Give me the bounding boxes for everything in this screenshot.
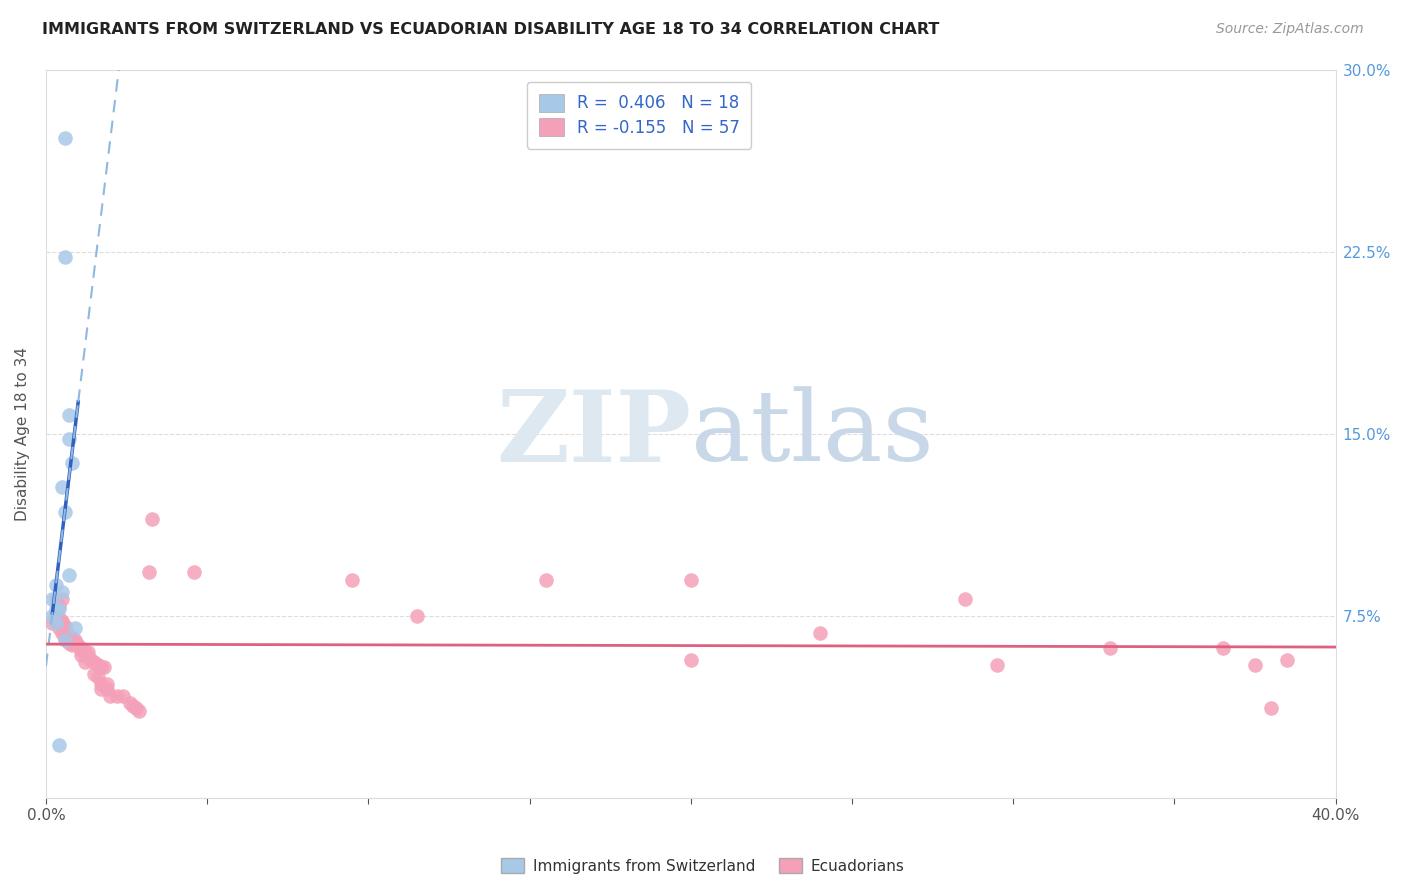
Point: [60, 633, 83, 648]
Y-axis label: Disability Age 18 to 34: Disability Age 18 to 34: [15, 347, 30, 521]
Legend: Immigrants from Switzerland, Ecuadorians: Immigrants from Switzerland, Ecuadorians: [495, 852, 911, 880]
Point: [1260, 701, 1282, 715]
Point: [70, 648, 93, 662]
Point: [48, 601, 70, 615]
Point: [51, 480, 73, 494]
Point: [53, 631, 76, 645]
Point: [808, 626, 831, 640]
Point: [112, 689, 135, 703]
Point: [342, 573, 364, 587]
Point: [1244, 657, 1267, 672]
Point: [100, 689, 122, 703]
Point: [41, 616, 63, 631]
Point: [53, 131, 76, 145]
Point: [93, 660, 115, 674]
Text: atlas: atlas: [690, 386, 934, 482]
Point: [138, 566, 160, 580]
Point: [41, 609, 63, 624]
Point: [48, 599, 70, 614]
Point: [60, 456, 83, 470]
Point: [679, 653, 702, 667]
Point: [1277, 653, 1299, 667]
Point: [58, 636, 80, 650]
Point: [58, 633, 80, 648]
Text: IMMIGRANTS FROM SWITZERLAND VS ECUADORIAN DISABILITY AGE 18 TO 34 CORRELATION CH: IMMIGRANTS FROM SWITZERLAND VS ECUADORIA…: [42, 22, 939, 37]
Point: [122, 698, 145, 713]
Point: [77, 650, 100, 665]
Point: [125, 701, 148, 715]
Point: [986, 657, 1008, 672]
Point: [90, 660, 112, 674]
Point: [105, 689, 128, 703]
Point: [141, 512, 163, 526]
Point: [48, 738, 70, 752]
Point: [45, 614, 67, 628]
Point: [70, 640, 93, 655]
Point: [53, 633, 76, 648]
Point: [51, 626, 73, 640]
Point: [53, 628, 76, 642]
Text: ZIP: ZIP: [496, 385, 690, 483]
Point: [118, 697, 141, 711]
Point: [41, 592, 63, 607]
Point: [1212, 640, 1234, 655]
Point: [183, 566, 205, 580]
Point: [63, 636, 86, 650]
Point: [58, 408, 80, 422]
Legend: R =  0.406   N = 18, R = -0.155   N = 57: R = 0.406 N = 18, R = -0.155 N = 57: [527, 82, 751, 149]
Point: [53, 619, 76, 633]
Point: [60, 631, 83, 645]
Point: [90, 677, 112, 691]
Point: [45, 616, 67, 631]
Point: [45, 592, 67, 607]
Point: [48, 616, 70, 631]
Point: [83, 655, 105, 669]
Point: [51, 614, 73, 628]
Point: [70, 643, 93, 657]
Point: [58, 628, 80, 642]
Point: [86, 670, 108, 684]
Point: [534, 573, 557, 587]
Point: [128, 704, 150, 718]
Point: [1098, 640, 1121, 655]
Point: [48, 611, 70, 625]
Point: [45, 607, 67, 621]
Point: [90, 681, 112, 696]
Point: [63, 633, 86, 648]
Point: [51, 616, 73, 631]
Point: [405, 609, 427, 624]
Point: [45, 601, 67, 615]
Point: [77, 645, 100, 659]
Point: [58, 567, 80, 582]
Point: [73, 655, 96, 669]
Point: [86, 657, 108, 672]
Point: [83, 667, 105, 681]
Point: [58, 432, 80, 446]
Point: [953, 592, 976, 607]
Point: [60, 638, 83, 652]
Point: [63, 621, 86, 635]
Text: Source: ZipAtlas.com: Source: ZipAtlas.com: [1216, 22, 1364, 37]
Point: [53, 505, 76, 519]
Point: [53, 621, 76, 635]
Point: [96, 681, 118, 696]
Point: [86, 657, 108, 672]
Point: [96, 677, 118, 691]
Point: [51, 592, 73, 607]
Point: [80, 653, 103, 667]
Point: [45, 577, 67, 591]
Point: [53, 250, 76, 264]
Point: [67, 638, 90, 652]
Point: [48, 621, 70, 635]
Point: [51, 584, 73, 599]
Point: [73, 645, 96, 659]
Point: [679, 573, 702, 587]
